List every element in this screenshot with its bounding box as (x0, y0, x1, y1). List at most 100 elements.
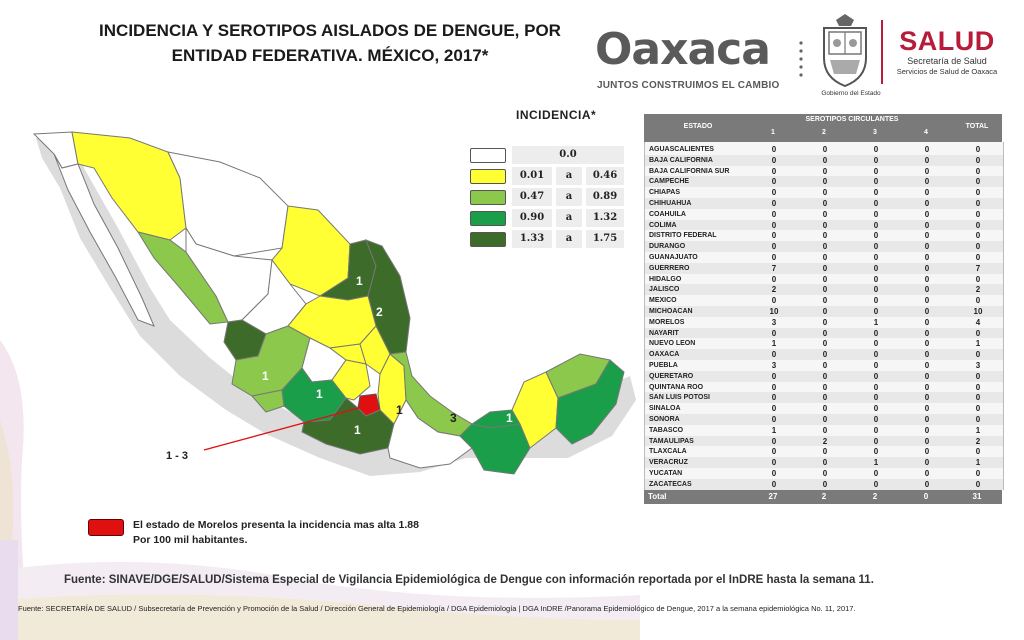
legend-item: 0.0 (468, 146, 624, 164)
row-estado: BAJA CALIFORNIA (649, 156, 713, 164)
state-estado-de-mexico (331, 359, 371, 401)
row-value: 0 (822, 339, 828, 349)
row-value: 0 (771, 404, 777, 414)
row-value: 0 (924, 404, 930, 414)
row-estado: VERACRUZ (649, 459, 688, 467)
table-row: PUEBLA 3 0 0 0 3 (645, 360, 1003, 371)
row-value: 0 (924, 317, 930, 327)
row-total: 0 (975, 296, 981, 306)
row-value: 0 (822, 296, 828, 306)
morelos-pointer-line (203, 405, 367, 451)
row-value: 0 (873, 361, 879, 370)
row-estado: ZACATECAS (649, 480, 692, 488)
row-estado: JALISCO (649, 286, 680, 294)
legend-to: 0.46 (586, 167, 624, 185)
row-value: 0 (822, 263, 828, 273)
table-row: NUEVO LEON 1 0 0 0 1 (645, 338, 1003, 349)
row-value: 0 (924, 371, 930, 381)
oaxaca-tagline: JUNTOS CONSTRUIMOS EL CAMBIO (597, 80, 780, 91)
row-value: 0 (924, 242, 930, 252)
row-estado: SINALOA (649, 405, 681, 413)
row-value: 0 (822, 285, 828, 295)
row-estado: CHIHUAHUA (649, 200, 692, 207)
row-estado: BAJA CALIFORNIA SUR (649, 167, 730, 175)
table-row: MICHOACAN 10 0 0 0 10 (645, 306, 1003, 317)
legend-separator: a (556, 167, 582, 185)
legend-from: 0.01 (512, 167, 552, 185)
row-estado: GUANAJUATO (649, 254, 698, 261)
legend-title: INCIDENCIA* (516, 108, 597, 122)
highlight-swatch (88, 519, 124, 536)
row-value: 1 (771, 339, 777, 349)
row-value: 1 (873, 458, 879, 468)
row-value: 0 (924, 382, 930, 392)
row-estado: YUCATAN (649, 470, 683, 477)
header-col-1: 1 (771, 129, 775, 136)
row-value: 0 (873, 209, 879, 219)
table-row: SINALOA 0 0 0 0 0 (645, 403, 1003, 414)
row-estado: QUINTANA ROO (649, 383, 704, 391)
row-value: 0 (822, 188, 828, 198)
table-row: VERACRUZ 0 0 1 0 1 (645, 457, 1003, 468)
logo-divider (881, 20, 883, 84)
legend-from: 0.90 (512, 209, 552, 227)
row-estado: DURANGO (649, 243, 686, 251)
header-col-4: 4 (924, 129, 928, 136)
legend-to: 1.32 (586, 209, 624, 227)
row-value: 10 (769, 307, 779, 316)
table-row: TAMAULIPAS 0 2 0 0 2 (645, 435, 1003, 447)
table-row: TABASCO 1 0 0 0 1 (645, 425, 1003, 436)
row-value: 0 (873, 415, 879, 424)
state-seal: Gobierno del Estado (816, 12, 881, 98)
row-estado: TAMAULIPAS (649, 437, 694, 445)
row-estado: TLAXCALA (649, 448, 687, 456)
legend-to: 0.89 (586, 188, 624, 206)
row-value: 1 (873, 317, 879, 327)
table-row: COAHUILA 0 0 0 0 0 (645, 209, 1003, 220)
row-estado: SAN LUIS POTOSI (649, 394, 710, 402)
row-value: 0 (822, 274, 828, 284)
row-value: 0 (924, 469, 930, 478)
row-value: 0 (873, 155, 879, 165)
row-value: 0 (822, 166, 828, 176)
row-value: 0 (873, 231, 879, 241)
table-row: HIDALGO 0 0 0 0 0 (645, 274, 1003, 285)
total-col-1: 27 (768, 492, 778, 501)
row-value: 0 (924, 209, 930, 219)
row-value: 0 (771, 479, 777, 489)
row-total: 0 (975, 350, 981, 360)
row-total: 3 (975, 361, 981, 370)
row-value: 0 (873, 436, 879, 446)
legend-item: 0.90 a 1.32 (468, 209, 624, 227)
legend-item: 0.01 a 0.46 (468, 167, 624, 185)
row-value: 0 (771, 145, 777, 154)
incidence-legend: 0.0 0.01 a 0.46 0.47 a 0.89 0.90 a 1.32 … (468, 142, 624, 252)
row-value: 0 (822, 231, 828, 241)
table-row: GUANAJUATO 0 0 0 0 0 (645, 252, 1003, 263)
row-value: 0 (873, 166, 879, 176)
total-sum: 31 (972, 492, 982, 501)
row-total: 0 (975, 220, 981, 230)
row-estado: HIDALGO (649, 275, 682, 283)
table-row: COLIMA 0 0 0 0 0 (645, 219, 1003, 231)
table-row: NAYARIT 0 0 0 0 0 (645, 327, 1003, 339)
row-value: 0 (924, 145, 930, 154)
row-value: 0 (873, 296, 879, 306)
row-total: 0 (975, 166, 981, 176)
row-value: 0 (771, 155, 777, 165)
row-value: 0 (771, 296, 777, 306)
decorative-bottom-shape (0, 540, 640, 640)
row-value: 0 (873, 479, 879, 489)
row-value: 0 (873, 393, 879, 403)
row-value: 0 (924, 307, 930, 316)
row-value: 0 (822, 458, 828, 468)
row-estado: NUEVO LEON (649, 340, 696, 348)
table-row: MEXICO 0 0 0 0 0 (645, 295, 1003, 306)
row-value: 0 (924, 361, 930, 370)
total-col-4: 0 (923, 492, 929, 501)
legend-item: 0.47 a 0.89 (468, 188, 624, 206)
row-estado: DISTRITO FEDERAL (649, 232, 717, 240)
row-value: 0 (873, 199, 879, 208)
table-row: DISTRITO FEDERAL 0 0 0 0 0 (645, 230, 1003, 241)
row-value: 7 (771, 263, 777, 273)
